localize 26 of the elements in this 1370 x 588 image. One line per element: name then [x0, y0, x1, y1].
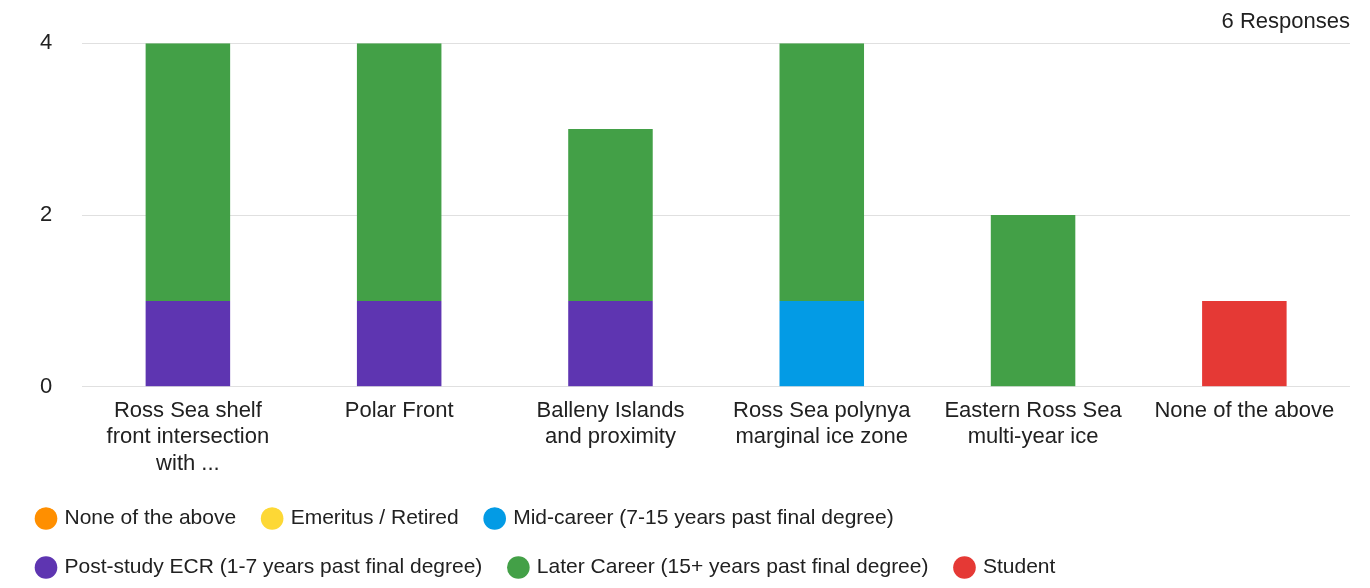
chart-title: 6 Responses	[1221, 8, 1350, 34]
legend-label: Emeritus / Retired	[290, 505, 459, 529]
bar	[356, 300, 442, 387]
bar	[568, 300, 653, 387]
x-tick-label: None of the above	[1154, 397, 1335, 423]
x-tick-label: Balleny Islands and proximity	[536, 397, 685, 449]
bar	[145, 300, 231, 387]
x-tick-label: Ross Sea shelf front intersection with ...	[106, 397, 270, 475]
legend-label: None of the above	[64, 505, 237, 529]
bar	[779, 300, 865, 387]
legend-label: Mid-career (7-15 years past final degree)	[513, 505, 894, 529]
y-tick-label: 0	[39, 372, 53, 398]
x-tick-label: Ross Sea polynya marginal ice zone	[733, 397, 912, 449]
x-tick-label: Polar Front	[344, 397, 454, 423]
bar	[568, 129, 653, 301]
legend-label: Later Career (15+ years past final degree)	[536, 554, 929, 578]
bar	[356, 43, 442, 301]
bar	[145, 43, 231, 301]
legend-label: Student	[982, 554, 1056, 578]
bar	[779, 43, 865, 301]
bar	[990, 215, 1076, 387]
legend-label: Post-study ECR (1-7 years past final degree)	[64, 554, 483, 578]
y-tick-label: 4	[39, 29, 53, 55]
y-tick-label: 2	[39, 201, 53, 227]
bar	[1202, 300, 1287, 387]
x-tick-label: Eastern Ross Sea multi-year ice	[944, 397, 1123, 449]
